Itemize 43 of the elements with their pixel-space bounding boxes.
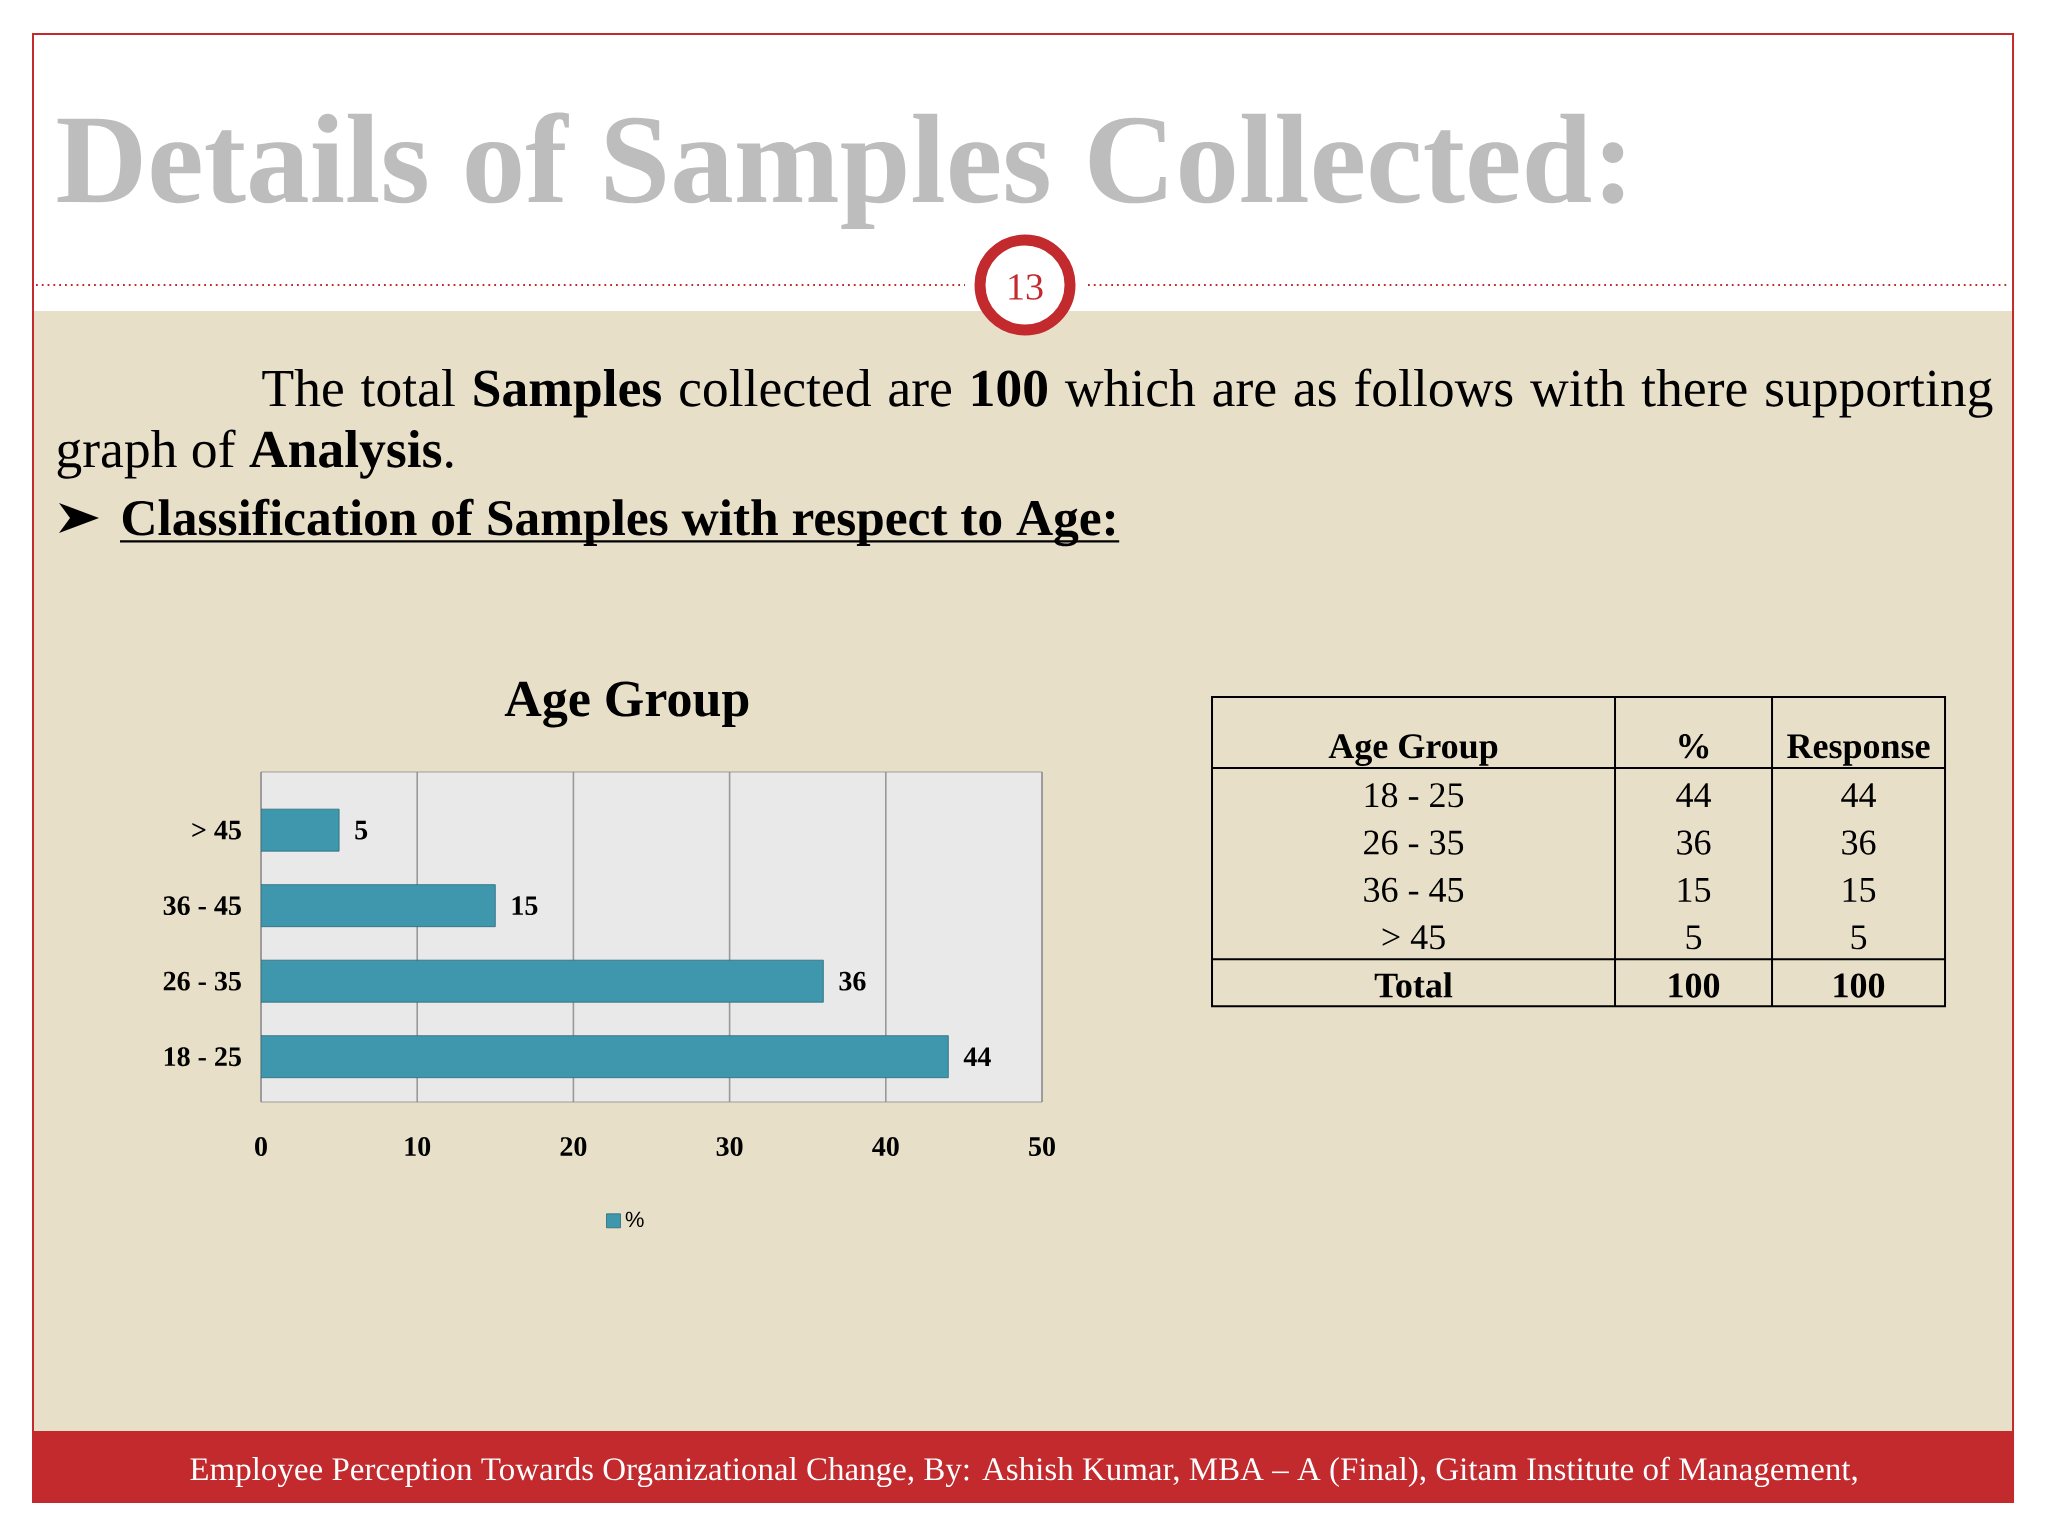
x-tick-label: 30 [716,1137,743,1156]
text: Total [1374,972,1453,998]
text: Classification of Samples with respect to Age: [122,498,1115,547]
text: % [1679,734,1709,759]
legend-label: % [625,1211,644,1228]
text: The total Samples collected are 100 which are as follows with there supporting graph of Analysis. [57,368,1993,479]
x-tick-label: 20 [560,1137,587,1156]
x-tick-label: 50 [1029,1137,1055,1156]
category-label: 18 - 25 [1365,783,1464,808]
category-label: 36 - 45 [1364,877,1464,902]
category-label: > 45 [1382,925,1445,950]
text: Age Group [1328,734,1498,766]
x-tick-label: 0 [255,1137,267,1156]
bar [261,884,496,928]
category-label: 26 - 35 [1364,830,1464,855]
data-label: 5 [355,820,368,840]
data-label: 15 [1843,877,1876,902]
y-tick-label: 26 - 35 [163,971,241,991]
text: Details of Samples Collected: [57,112,1624,230]
text: 13 [1009,274,1043,300]
text: 100 [1669,973,1720,998]
data-label: 5 [1686,925,1702,950]
data-label: 15 [1678,877,1711,902]
text: 100 [1834,973,1885,998]
text: Response [1787,734,1930,766]
x-tick-label: 10 [405,1137,431,1156]
data-label: 36 [1677,830,1711,855]
data-label: 15 [512,896,538,916]
text: Employee Perception Towards Organizational Change, By: Ashish Kumar, MBA – A (Final), Gitam Institute of Management, [190,1456,1857,1488]
y-tick-label: > 45 [192,820,241,840]
bar [261,1035,949,1079]
data-label: 44 [1676,783,1711,807]
y-tick-label: 36 - 45 [163,896,241,916]
data-label: 36 [1842,830,1876,855]
bar [261,959,824,1003]
data-label: 44 [1841,783,1876,807]
chart-title: Age Group [504,681,749,728]
data-label: 5 [1851,925,1867,950]
x-tick-label: 40 [872,1137,899,1156]
bar [261,808,340,852]
data-label: 36 [839,971,866,991]
data-label: 44 [963,1047,991,1066]
y-tick-label: 18 - 25 [164,1047,241,1067]
